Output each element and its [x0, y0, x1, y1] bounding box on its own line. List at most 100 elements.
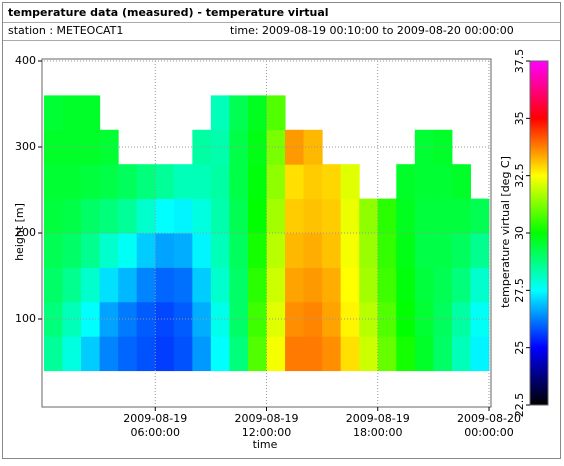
x-tick-label: 12:00:00	[242, 426, 291, 439]
heat-cell	[414, 164, 434, 200]
heat-cell	[99, 233, 119, 268]
heat-cell	[173, 198, 193, 234]
heat-cell	[377, 301, 397, 337]
x-tick-label: 00:00:00	[464, 426, 513, 439]
heat-cell	[229, 198, 249, 234]
heat-cell	[377, 336, 397, 372]
heat-cell	[303, 233, 323, 268]
heat-cell	[44, 267, 64, 303]
heat-cell	[359, 233, 379, 268]
heat-cell	[229, 267, 249, 303]
x-axis-label: time	[253, 438, 278, 451]
heat-cell	[118, 233, 138, 268]
heat-cell	[340, 336, 360, 372]
heat-cell	[433, 129, 453, 165]
heat-cell	[155, 233, 175, 268]
heat-cell	[451, 336, 471, 372]
heat-cell	[451, 233, 471, 268]
heat-cell	[99, 164, 119, 200]
heat-cell	[62, 267, 82, 303]
heat-cell	[62, 198, 82, 234]
heat-cell	[322, 233, 342, 268]
heat-cell	[229, 301, 249, 337]
heat-cell	[470, 336, 490, 372]
heat-cell	[99, 198, 119, 234]
heat-cell	[303, 198, 323, 234]
heat-cell	[470, 198, 490, 234]
heat-cell	[247, 164, 267, 200]
heat-cell	[433, 164, 453, 200]
heat-cell	[396, 233, 416, 268]
heat-cell	[303, 164, 323, 200]
x-tick-label: 2009-08-20	[457, 412, 521, 425]
heat-cell	[173, 267, 193, 303]
heat-cell	[247, 95, 267, 131]
heat-cell	[136, 267, 156, 303]
heat-cell	[285, 164, 305, 200]
heat-cell	[396, 164, 416, 200]
heat-cell	[247, 198, 267, 234]
heat-cell	[118, 164, 138, 200]
heat-cell	[155, 336, 175, 372]
heat-cell	[210, 336, 230, 372]
heat-cell	[377, 267, 397, 303]
heat-cell	[81, 301, 101, 337]
period: time: 2009-08-19 00:10:00 to 2009-08-20 …	[230, 24, 514, 37]
heat-cell	[433, 336, 453, 372]
heat-cell	[118, 336, 138, 372]
y-tick-label: 400	[15, 54, 36, 67]
heat-cell	[266, 336, 286, 372]
x-tick-label: 2009-08-19	[346, 412, 410, 425]
heat-cell	[229, 233, 249, 268]
heat-cell	[99, 129, 119, 165]
heat-cell	[451, 198, 471, 234]
heat-cell	[303, 267, 323, 303]
heat-cell	[359, 336, 379, 372]
heat-cell	[81, 95, 101, 131]
heat-cell	[210, 233, 230, 268]
heat-cell	[285, 129, 305, 165]
heat-cell	[451, 267, 471, 303]
colorbar-tick-label: 37.5	[513, 49, 526, 74]
heat-cell	[44, 164, 64, 200]
heat-cell	[81, 233, 101, 268]
heat-cell	[433, 301, 453, 337]
heat-cell	[470, 267, 490, 303]
x-tick-label: 2009-08-19	[235, 412, 299, 425]
heat-cell	[210, 95, 230, 131]
heat-cell	[303, 129, 323, 165]
heat-cell	[377, 198, 397, 234]
heat-cell	[192, 301, 212, 337]
heat-cell	[433, 267, 453, 303]
heat-cell	[433, 198, 453, 234]
heat-cell	[414, 129, 434, 165]
heat-cell	[62, 336, 82, 372]
heat-cell	[433, 233, 453, 268]
heat-cell	[303, 301, 323, 337]
heat-cell	[62, 301, 82, 337]
heat-cell	[340, 267, 360, 303]
heat-cell	[210, 301, 230, 337]
heat-cell	[81, 164, 101, 200]
x-tick-label: 18:00:00	[353, 426, 402, 439]
heat-cell	[266, 129, 286, 165]
heat-cell	[359, 198, 379, 234]
heat-cell	[396, 267, 416, 303]
heat-cell	[414, 267, 434, 303]
chart-title: temperature data (measured) - temperatur…	[8, 6, 329, 19]
heat-cell	[62, 164, 82, 200]
heat-cell	[266, 267, 286, 303]
y-tick-label: 300	[15, 140, 36, 153]
x-tick-label: 2009-08-19	[123, 412, 187, 425]
heat-cell	[396, 301, 416, 337]
heat-cell	[285, 198, 305, 234]
heat-cell	[99, 267, 119, 303]
heat-cell	[229, 95, 249, 131]
y-tick-label: 200	[15, 226, 36, 239]
heat-cell	[247, 233, 267, 268]
heat-cell	[229, 164, 249, 200]
heat-cell	[118, 198, 138, 234]
heat-cell	[210, 164, 230, 200]
